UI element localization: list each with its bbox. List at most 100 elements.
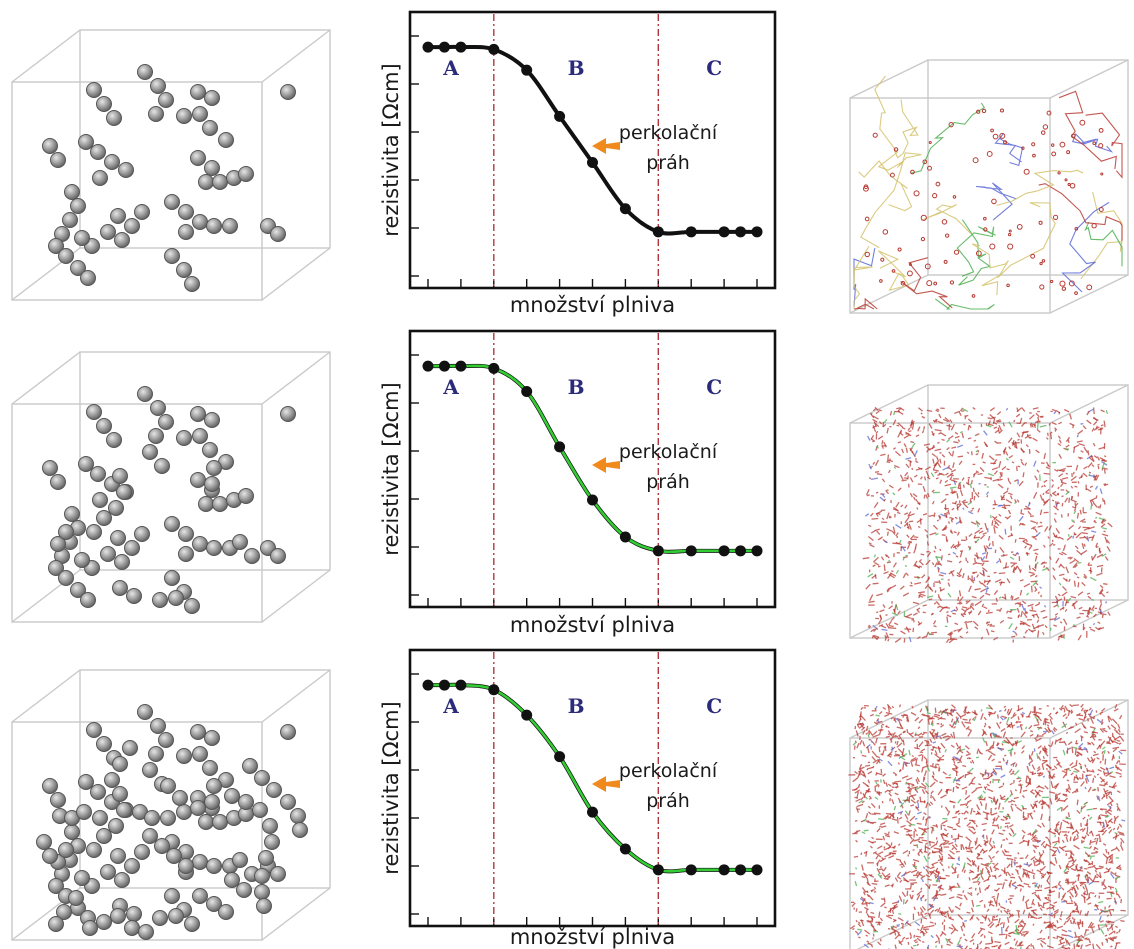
particle-sphere <box>218 904 234 920</box>
particle-sphere <box>134 526 150 542</box>
particle-sphere <box>190 84 206 100</box>
data-point <box>735 545 747 557</box>
y-axis-label: rezistivita [Ωcm] <box>379 382 403 555</box>
particle-sphere <box>190 724 206 740</box>
cube-sparse-particles <box>11 29 331 301</box>
particle-sphere <box>280 724 296 740</box>
particle-sphere <box>104 154 120 170</box>
particle-sphere <box>64 184 80 200</box>
particle-sphere <box>158 92 174 108</box>
particle-sphere <box>204 476 220 492</box>
particle-sphere <box>262 818 278 834</box>
particle-sphere <box>112 468 128 484</box>
region-label-b: B <box>568 694 585 718</box>
particle-sphere <box>290 808 306 824</box>
particle-sphere <box>110 208 126 224</box>
particle-sphere <box>80 592 96 608</box>
particle-sphere <box>116 802 132 818</box>
particle-sphere <box>192 854 208 870</box>
particle-sphere <box>110 530 126 546</box>
cube-medium-particles <box>11 351 331 623</box>
particle-sphere <box>118 162 134 178</box>
particle-sphere <box>96 828 112 844</box>
particle-sphere <box>48 560 64 576</box>
particle-sphere <box>190 406 206 422</box>
particle-sphere <box>114 554 130 570</box>
particle-sphere <box>184 598 200 614</box>
filler-network <box>852 75 1123 310</box>
region-label-a: A <box>442 375 459 399</box>
cube-dense-particles <box>11 669 331 941</box>
particle-chains <box>36 704 308 940</box>
particle-sphere <box>92 492 108 508</box>
particle-sphere <box>178 204 194 220</box>
data-point <box>521 385 533 397</box>
particle-sphere <box>56 904 72 920</box>
particle-sphere <box>164 570 180 586</box>
threshold-arrow <box>592 457 620 473</box>
plot-frame <box>408 10 777 290</box>
particle-sphere <box>100 224 116 240</box>
particle-sphere <box>266 782 282 798</box>
particle-sphere <box>142 828 158 844</box>
particle-sphere <box>96 96 112 112</box>
data-point <box>554 110 566 122</box>
particle-sphere <box>158 732 174 748</box>
particle-sphere <box>204 730 220 746</box>
particle-sphere <box>36 834 52 850</box>
particle-sphere <box>110 848 126 864</box>
particle-sphere <box>58 524 74 540</box>
particle-sphere <box>50 474 66 490</box>
particle-chains <box>42 64 296 292</box>
particle-sphere <box>252 802 268 818</box>
particle-sphere <box>74 230 90 246</box>
data-point <box>735 226 747 238</box>
particle-sphere <box>96 736 112 752</box>
particle-sphere <box>142 762 158 778</box>
particle-sphere <box>58 570 74 586</box>
particle-sphere <box>58 842 74 858</box>
particle-sphere <box>154 458 170 474</box>
data-point <box>751 226 763 238</box>
particle-sphere <box>238 488 254 504</box>
region-label-a: A <box>442 694 459 718</box>
data-point <box>652 864 664 876</box>
particle-sphere <box>212 496 228 512</box>
data-point <box>422 41 434 53</box>
data-point <box>751 545 763 557</box>
particle-sphere <box>280 84 296 100</box>
particle-sphere <box>178 858 194 874</box>
particle-sphere <box>126 588 142 604</box>
threshold-label-line2: práh <box>646 471 690 493</box>
particle-sphere <box>78 774 94 790</box>
particle-sphere <box>192 536 208 552</box>
particle-sphere <box>150 718 166 734</box>
particle-sphere <box>176 804 192 820</box>
data-point <box>652 226 664 238</box>
particle-sphere <box>100 864 116 880</box>
particle-sphere <box>212 174 228 190</box>
particle-sphere <box>238 166 254 182</box>
data-point <box>619 531 631 543</box>
particle-sphere <box>138 924 154 940</box>
particle-sphere <box>224 872 240 888</box>
plot-frame <box>408 329 777 609</box>
particle-sphere <box>254 868 270 884</box>
particle-sphere <box>100 546 116 562</box>
particle-sphere <box>42 848 58 864</box>
threshold-label-line2: práh <box>646 790 690 812</box>
particle-sphere <box>90 784 106 800</box>
particle-sphere <box>202 760 218 776</box>
particle-sphere <box>70 198 86 214</box>
particle-sphere <box>124 540 140 556</box>
particle-sphere <box>204 794 220 810</box>
particle-sphere <box>192 888 208 904</box>
particle-sphere <box>96 418 112 434</box>
particle-sphere <box>176 108 192 124</box>
network-cube-medium <box>849 384 1129 644</box>
particle-sphere <box>236 882 252 898</box>
particle-sphere <box>218 132 234 148</box>
